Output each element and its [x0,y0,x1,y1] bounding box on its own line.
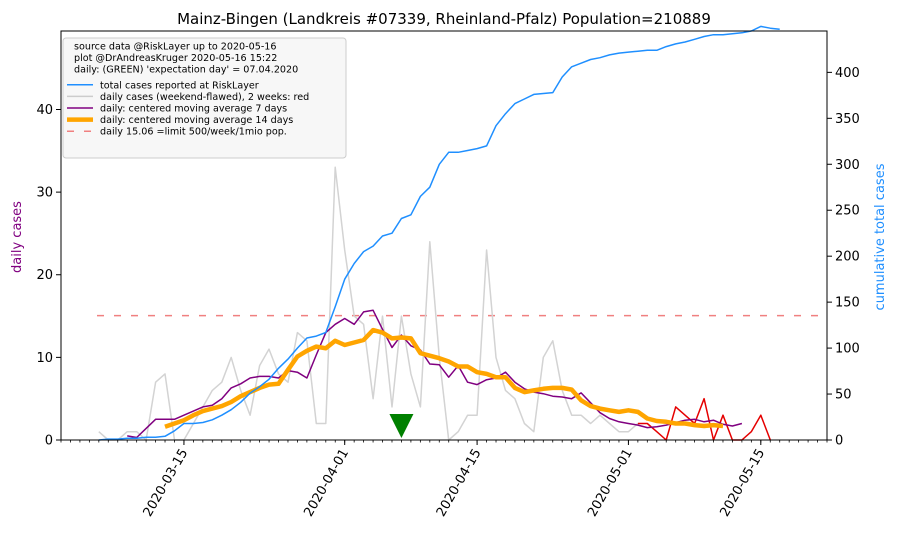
y-right-tick-label: 300 [835,158,860,173]
y-right-tick-label: 150 [835,296,860,311]
y-axis-left-label: daily cases [10,201,25,273]
x-tick-label: 2020-05-01 [585,447,636,520]
y-right-tick-label: 100 [835,342,860,357]
y-right-tick-label: 350 [835,112,860,127]
legend-label-4: daily cases (weekend-flawed), 2 weeks: r… [100,92,309,103]
y-right-tick-label: 250 [835,204,860,219]
legend-label-0: source data @RiskLayer up to 2020-05-16 [74,42,277,53]
series-line-4 [98,25,780,441]
legend-label-7: daily 15.06 =limit 500/week/1mio pop. [100,127,287,138]
plot-frame [60,30,828,441]
y-right-tick-label: 50 [835,388,852,403]
x-tick-label: 2020-04-15 [434,447,485,520]
y-right-tick-label: 0 [835,434,843,449]
legend-label-5: daily: centered moving average 7 days [100,104,287,115]
y-axis-right-label: cumulative total cases [873,163,888,310]
legend-label-6: daily: centered moving average 14 days [100,115,293,126]
series-line-1 [637,397,772,441]
y-left-tick-label: 0 [45,434,53,449]
series-line-2 [127,309,743,439]
y-right-tick-label: 400 [835,66,860,81]
x-tick-label: 2020-05-15 [717,447,768,520]
chart-title: Mainz-Bingen (Landkreis #07339, Rheinlan… [177,10,711,28]
legend-box [62,37,347,159]
y-left-tick-label: 30 [36,186,53,201]
y-right-tick-label: 200 [835,250,860,265]
legend: source data @RiskLayer up to 2020-05-16p… [62,37,347,159]
y-left-tick-label: 10 [36,351,53,366]
y-left-tick-label: 20 [36,268,53,283]
expectation-day-marker [389,414,414,438]
legend-label-3: total cases reported at RiskLayer [100,80,259,91]
legend-label-2: daily: (GREEN) 'expectation day' = 07.04… [74,65,298,76]
series-line-0 [98,166,639,441]
y-left-tick-label: 40 [36,103,53,118]
x-tick-label: 2020-03-15 [141,447,192,520]
x-tick-label: 2020-04-01 [301,447,352,520]
legend-label-1: plot @DrAndreasKruger 2020-05-16 15:22 [74,53,277,64]
